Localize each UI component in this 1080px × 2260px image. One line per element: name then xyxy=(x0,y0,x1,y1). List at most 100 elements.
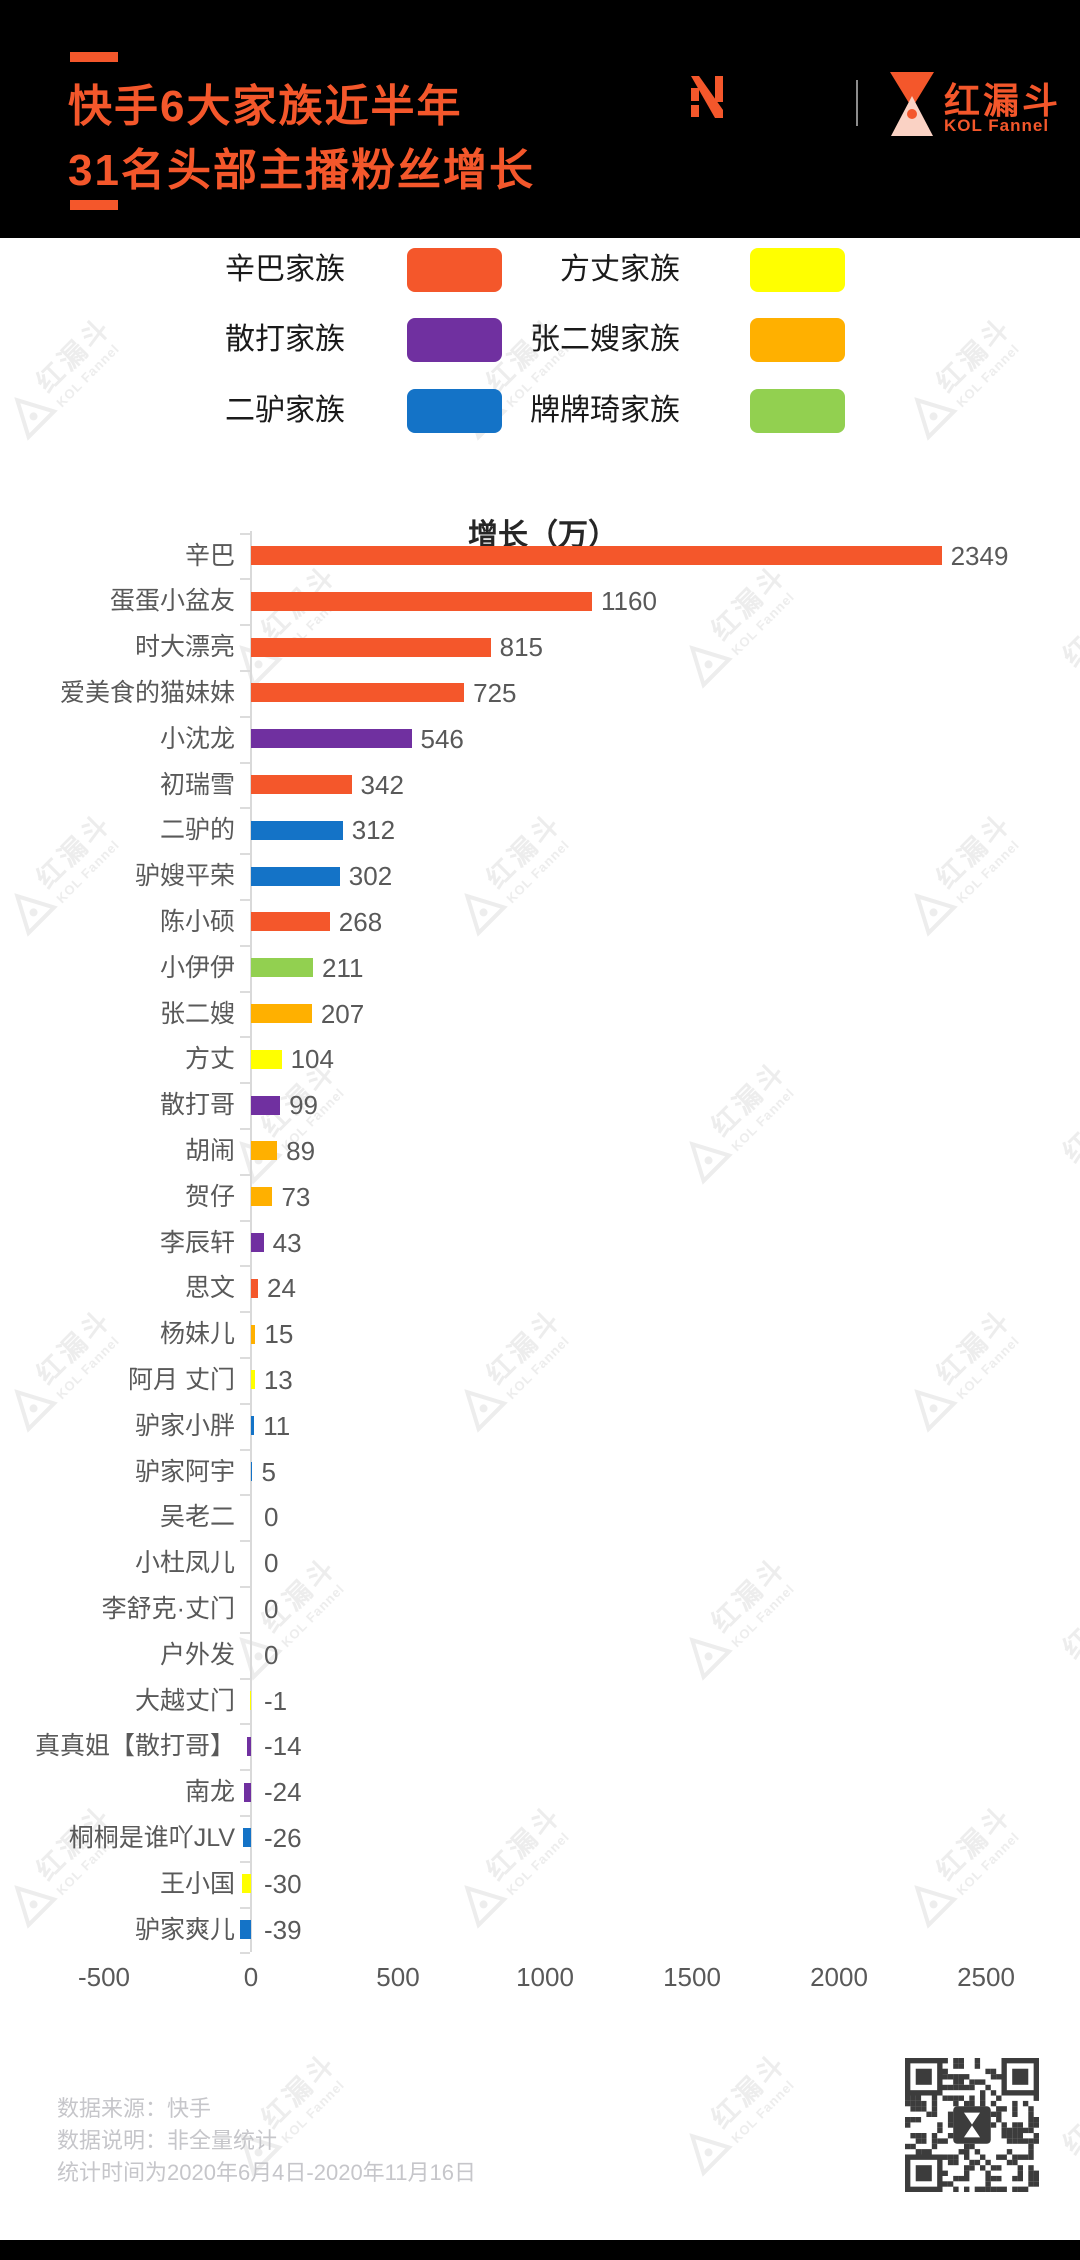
legend-label: 二驴家族 xyxy=(225,394,345,427)
funnel-logo-icon xyxy=(888,72,936,143)
watermark-subtext: KOL Fannel xyxy=(503,1828,573,1899)
watermark-subtext: KOL Fannel xyxy=(278,1580,348,1651)
legend-label: 张二嫂家族 xyxy=(530,323,680,356)
bar-value: 207 xyxy=(320,998,365,1029)
bar xyxy=(250,1691,251,1710)
category-axis-tick xyxy=(240,1173,250,1176)
bar xyxy=(251,591,593,611)
bar xyxy=(251,1095,281,1115)
bar xyxy=(251,958,314,978)
category-axis-tick xyxy=(240,1402,250,1405)
watermark-funnel-icon xyxy=(1074,694,1080,746)
category-axis-tick xyxy=(240,578,250,581)
legend-label: 方丈家族 xyxy=(560,253,680,286)
bar-label: 二驴的 xyxy=(159,816,235,845)
bar-value: 312 xyxy=(351,815,396,846)
bar-value: 268 xyxy=(338,906,383,937)
bar-value: 302 xyxy=(348,861,393,892)
bar-label: 贺仔 xyxy=(184,1182,235,1211)
bar-value: 5 xyxy=(261,1456,276,1487)
watermark-text: 红漏斗 xyxy=(930,1799,1018,1887)
watermark-text: 红漏斗 xyxy=(930,807,1018,895)
bar-label: 桐桐是谁吖JLV xyxy=(68,1823,235,1852)
bar-value: 73 xyxy=(281,1181,311,1212)
header-divider xyxy=(856,80,858,126)
watermark-text: 红漏斗 xyxy=(1057,607,1080,673)
bar-label: 小沈龙 xyxy=(159,724,235,753)
watermark-text: 红漏斗 xyxy=(705,559,793,647)
bar-value: 1160 xyxy=(601,586,657,617)
bar-label: 大越丈门 xyxy=(134,1686,235,1715)
bar xyxy=(251,729,412,749)
category-axis-tick xyxy=(240,715,250,718)
bar-label: 小伊伊 xyxy=(159,953,235,982)
bar xyxy=(251,1141,278,1161)
bar xyxy=(251,1370,255,1390)
watermark-text: 红漏斗 xyxy=(705,1551,793,1639)
bar-label: 李舒克·丈门 xyxy=(101,1594,235,1623)
data-source-note: 数据来源：快手 xyxy=(57,2096,212,2121)
bar xyxy=(239,1920,251,1939)
watermark-funnel-icon xyxy=(914,1885,958,1929)
legend-swatch xyxy=(750,389,845,433)
bar-label: 辛巴 xyxy=(184,541,235,570)
x-axis-tick-label: 500 xyxy=(376,1962,420,1992)
watermark-subtext: KOL Fannel xyxy=(278,2076,348,2147)
watermark-text: 红漏斗 xyxy=(480,1799,568,1887)
bar-value: 15 xyxy=(264,1319,294,1350)
bar-label: 方丈 xyxy=(184,1045,235,1074)
watermark-text: 红漏斗 xyxy=(255,2047,343,2135)
brand-name: 红漏斗 xyxy=(944,80,1062,121)
bar-value: 89 xyxy=(286,1135,316,1166)
category-axis-tick xyxy=(240,990,250,993)
legend-label: 辛巴家族 xyxy=(225,253,345,286)
category-axis-tick xyxy=(240,1860,250,1863)
category-axis-tick xyxy=(240,853,250,856)
bar xyxy=(251,775,352,794)
bar-label: 胡闹 xyxy=(184,1136,235,1165)
category-axis-tick xyxy=(240,1311,250,1314)
bar xyxy=(251,637,491,657)
bar xyxy=(251,866,340,886)
watermark-funnel-icon xyxy=(464,1389,508,1433)
x-axis-tick-label: 2000 xyxy=(810,1962,868,1992)
watermark-subtext: KOL Fannel xyxy=(728,2076,798,2147)
category-axis-tick xyxy=(240,532,250,535)
bar-value: -14 xyxy=(264,1731,302,1762)
bar xyxy=(242,1874,251,1894)
watermark-funnel-icon xyxy=(689,2133,733,2177)
x-axis-tick-label: -500 xyxy=(77,1962,131,1992)
bar-value: 43 xyxy=(272,1227,302,1258)
data-scope-note: 数据说明：非全量统计 xyxy=(57,2128,278,2153)
category-axis-tick xyxy=(240,1631,250,1634)
category-axis-tick xyxy=(240,1128,250,1130)
watermark-text: 红漏斗 xyxy=(480,807,568,895)
bar-value: -1 xyxy=(264,1685,288,1716)
header-dash-bottom xyxy=(70,200,118,210)
bar-label: 初瑞雪 xyxy=(159,770,235,799)
watermark-subtext: KOL Fannel xyxy=(728,1580,798,1651)
bar-value: 546 xyxy=(420,723,464,754)
page-title-line1: 快手6大家族近半年 xyxy=(68,82,463,131)
watermark-subtext: KOL Fannel xyxy=(728,1084,798,1155)
bar-label: 真真姐【散打哥】 xyxy=(34,1732,235,1761)
bar-value: -24 xyxy=(264,1777,302,1808)
x-axis-tick-label: 1500 xyxy=(663,1962,721,1992)
category-axis-tick xyxy=(240,1540,250,1543)
category-axis-tick xyxy=(240,1769,250,1772)
bar-label: 时大漂亮 xyxy=(134,633,235,662)
watermark-funnel-icon xyxy=(914,1389,958,1433)
watermark-text: 红漏斗 xyxy=(1057,1103,1080,1169)
watermark-text: 红漏斗 xyxy=(30,311,118,399)
category-axis-tick xyxy=(240,1219,250,1222)
bar-value: 0 xyxy=(264,1502,279,1533)
